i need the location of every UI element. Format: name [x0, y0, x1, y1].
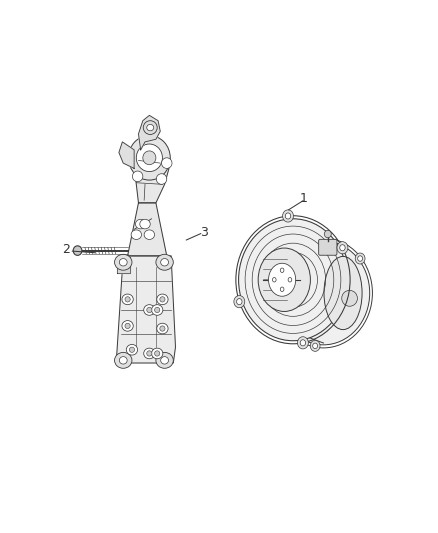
Ellipse shape — [157, 294, 168, 305]
Ellipse shape — [119, 259, 127, 266]
Polygon shape — [134, 142, 169, 203]
Polygon shape — [127, 203, 167, 256]
Ellipse shape — [157, 323, 168, 334]
Text: 3: 3 — [200, 225, 208, 239]
Polygon shape — [117, 256, 176, 363]
Ellipse shape — [342, 290, 357, 306]
Ellipse shape — [143, 120, 157, 134]
Ellipse shape — [297, 337, 308, 349]
Ellipse shape — [126, 344, 138, 355]
Ellipse shape — [340, 245, 345, 251]
Ellipse shape — [258, 248, 311, 311]
Ellipse shape — [355, 253, 365, 264]
Ellipse shape — [239, 219, 347, 341]
Ellipse shape — [285, 213, 291, 219]
Ellipse shape — [268, 263, 296, 296]
Polygon shape — [138, 115, 160, 150]
Ellipse shape — [132, 171, 143, 182]
Ellipse shape — [156, 352, 173, 368]
Ellipse shape — [300, 340, 306, 346]
Ellipse shape — [279, 263, 284, 269]
Ellipse shape — [129, 347, 134, 352]
Ellipse shape — [155, 351, 160, 356]
Ellipse shape — [144, 230, 155, 239]
Ellipse shape — [237, 298, 242, 305]
Ellipse shape — [156, 254, 173, 270]
Ellipse shape — [122, 294, 133, 305]
Ellipse shape — [147, 308, 152, 313]
Polygon shape — [119, 142, 134, 168]
Ellipse shape — [234, 296, 245, 308]
Ellipse shape — [119, 357, 127, 364]
Polygon shape — [293, 228, 323, 343]
Ellipse shape — [324, 230, 331, 238]
Ellipse shape — [161, 259, 169, 266]
Ellipse shape — [140, 219, 150, 229]
Ellipse shape — [156, 174, 167, 184]
Ellipse shape — [131, 230, 141, 239]
Ellipse shape — [155, 308, 160, 313]
Ellipse shape — [280, 268, 284, 272]
Ellipse shape — [135, 219, 146, 229]
Ellipse shape — [143, 151, 156, 165]
Ellipse shape — [144, 348, 155, 359]
Ellipse shape — [147, 351, 152, 356]
Ellipse shape — [161, 357, 169, 364]
Ellipse shape — [324, 256, 362, 329]
Ellipse shape — [128, 135, 170, 180]
Polygon shape — [117, 257, 130, 273]
Ellipse shape — [358, 256, 363, 261]
Ellipse shape — [288, 278, 292, 282]
Ellipse shape — [283, 210, 293, 222]
Ellipse shape — [310, 341, 320, 351]
Ellipse shape — [160, 326, 165, 331]
Ellipse shape — [272, 278, 276, 282]
Ellipse shape — [277, 241, 370, 345]
Ellipse shape — [136, 144, 162, 172]
Ellipse shape — [152, 305, 163, 316]
Ellipse shape — [152, 348, 163, 359]
Ellipse shape — [277, 261, 287, 272]
Ellipse shape — [337, 241, 348, 254]
Ellipse shape — [125, 323, 130, 328]
Text: 1: 1 — [300, 192, 308, 205]
Ellipse shape — [313, 343, 318, 349]
Ellipse shape — [147, 124, 154, 131]
Ellipse shape — [73, 246, 82, 255]
Ellipse shape — [122, 320, 133, 331]
FancyBboxPatch shape — [319, 239, 337, 255]
Ellipse shape — [144, 305, 155, 316]
Ellipse shape — [160, 297, 165, 302]
Ellipse shape — [115, 352, 132, 368]
Text: 2: 2 — [62, 243, 70, 256]
Ellipse shape — [280, 287, 284, 292]
Ellipse shape — [115, 254, 132, 270]
Ellipse shape — [162, 158, 172, 168]
Ellipse shape — [125, 297, 130, 302]
